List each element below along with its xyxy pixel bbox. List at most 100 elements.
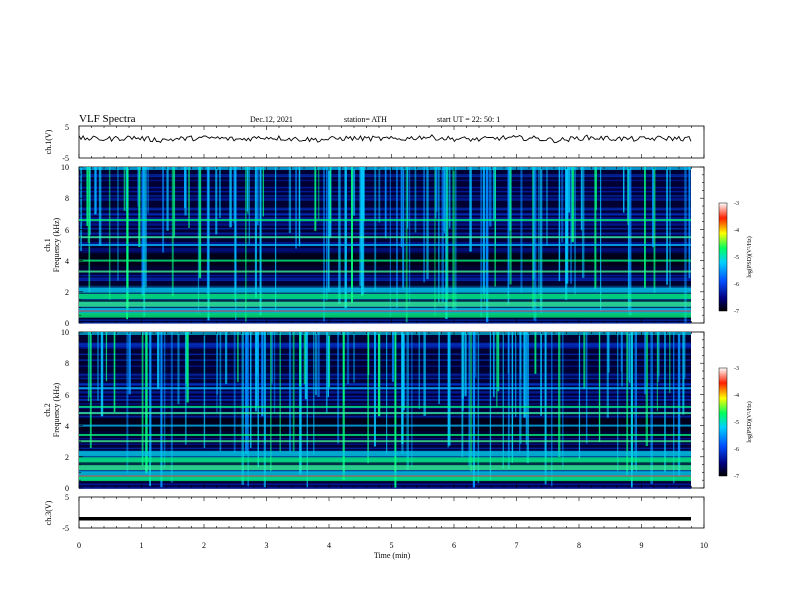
voltage-line <box>78 134 692 144</box>
frequency-band <box>79 387 691 390</box>
sferic-mark <box>149 332 152 463</box>
sferic-mark <box>237 332 239 383</box>
axis-ticks <box>78 126 705 528</box>
sferic-mark <box>496 332 498 408</box>
noise-layer <box>79 342 691 345</box>
sferic-mark <box>224 332 228 384</box>
sferic-mark <box>626 332 629 476</box>
sferic-mark <box>279 332 281 452</box>
sferic-mark <box>438 167 440 304</box>
sferic-mark <box>565 167 569 284</box>
sferic-mark <box>630 332 633 488</box>
sferic-mark <box>352 167 356 216</box>
quiet-band <box>79 417 691 431</box>
sferic-mark <box>571 167 574 243</box>
sferic-mark <box>314 167 317 231</box>
sferic-mark <box>669 167 671 290</box>
sferic-mark <box>338 167 341 305</box>
spectrogram-ch1 <box>79 167 691 324</box>
sferic-mark <box>128 332 131 395</box>
sferic-mark <box>254 167 257 299</box>
sferic-mark <box>461 332 464 457</box>
frequency-band <box>79 219 691 222</box>
ch2-frequency-tick-label: 0 <box>65 484 69 493</box>
noise-layer <box>79 248 691 250</box>
x-tick-label: 10 <box>700 541 708 550</box>
noise-layer <box>79 392 691 394</box>
sferic-mark <box>606 332 609 418</box>
noise-layer <box>79 456 691 458</box>
quiet-band <box>79 252 691 266</box>
sferic-mark <box>600 167 602 312</box>
frequency-band <box>79 287 691 293</box>
sferic-mark <box>538 167 540 296</box>
sferic-mark <box>644 332 646 395</box>
sferic-mark <box>469 167 472 252</box>
frequency-band <box>79 259 691 262</box>
sferic-mark <box>295 167 297 249</box>
sferic-mark <box>551 332 553 487</box>
sferic-mark <box>684 332 686 379</box>
sferic-mark <box>374 167 377 292</box>
sferic-mark <box>216 332 218 395</box>
top-strip <box>79 167 691 170</box>
noise-layer <box>79 437 691 440</box>
sferic-mark <box>656 332 659 412</box>
colorbar-ch1-tick-label: -4 <box>734 228 739 234</box>
sferic-mark <box>141 332 144 466</box>
sferic-mark <box>292 332 295 452</box>
sferic-mark <box>448 167 451 229</box>
sferic-mark <box>288 332 292 452</box>
colorbar-ch2-tick-label: -3 <box>734 366 739 372</box>
sferic-mark <box>406 332 409 471</box>
sferic-mark <box>108 167 111 300</box>
sferic-mark <box>394 332 397 488</box>
x-tick-label: 5 <box>390 541 394 550</box>
sferic-mark <box>198 167 202 279</box>
x-tick-label: 6 <box>452 541 456 550</box>
sferic-mark <box>117 167 119 281</box>
sferic-mark <box>386 332 388 454</box>
sferic-mark <box>578 332 581 460</box>
sferic-mark <box>653 167 656 293</box>
sferic-mark <box>143 167 146 317</box>
sferic-mark <box>80 167 83 251</box>
sferic-mark <box>644 167 646 289</box>
sferic-mark <box>94 167 97 213</box>
sferic-mark <box>362 167 365 222</box>
noise-layer <box>79 443 691 445</box>
sferic-mark <box>392 332 394 382</box>
colorbar-ch2-tick-label: -5 <box>734 420 739 426</box>
sferic-mark <box>515 332 517 417</box>
sferic-mark <box>664 332 666 472</box>
spectrogram-ch2 <box>79 332 691 490</box>
sferic-mark <box>558 332 561 458</box>
sferic-mark <box>583 332 586 390</box>
sferic-mark <box>507 332 510 469</box>
sferic-mark <box>468 332 471 466</box>
sferic-mark <box>346 332 350 384</box>
sferic-mark <box>634 332 637 470</box>
sferic-mark <box>177 332 180 405</box>
sferic-mark <box>434 167 436 316</box>
top-strip <box>79 332 691 335</box>
sferic-mark <box>378 167 381 223</box>
sferic-mark <box>520 332 522 379</box>
noise-layer <box>79 415 691 418</box>
sferic-mark <box>105 332 108 382</box>
sferic-mark <box>141 167 144 296</box>
sferic-mark <box>400 167 402 248</box>
sferic-mark <box>401 332 404 454</box>
sferic-mark <box>581 167 585 278</box>
ch1-frequency-tick-label: 2 <box>65 288 69 297</box>
noise-layer <box>79 486 691 489</box>
sferic-mark <box>526 332 529 464</box>
x-tick-label: 0 <box>77 541 81 550</box>
noise-layer <box>79 274 691 277</box>
sferic-mark <box>623 167 625 213</box>
noise-layer <box>79 298 691 300</box>
sferic-mark <box>330 167 332 223</box>
ch1-voltage-axis-label: ch.1(V) <box>44 129 53 154</box>
x-tick-label: 1 <box>140 541 144 550</box>
sferic-mark <box>628 167 632 316</box>
